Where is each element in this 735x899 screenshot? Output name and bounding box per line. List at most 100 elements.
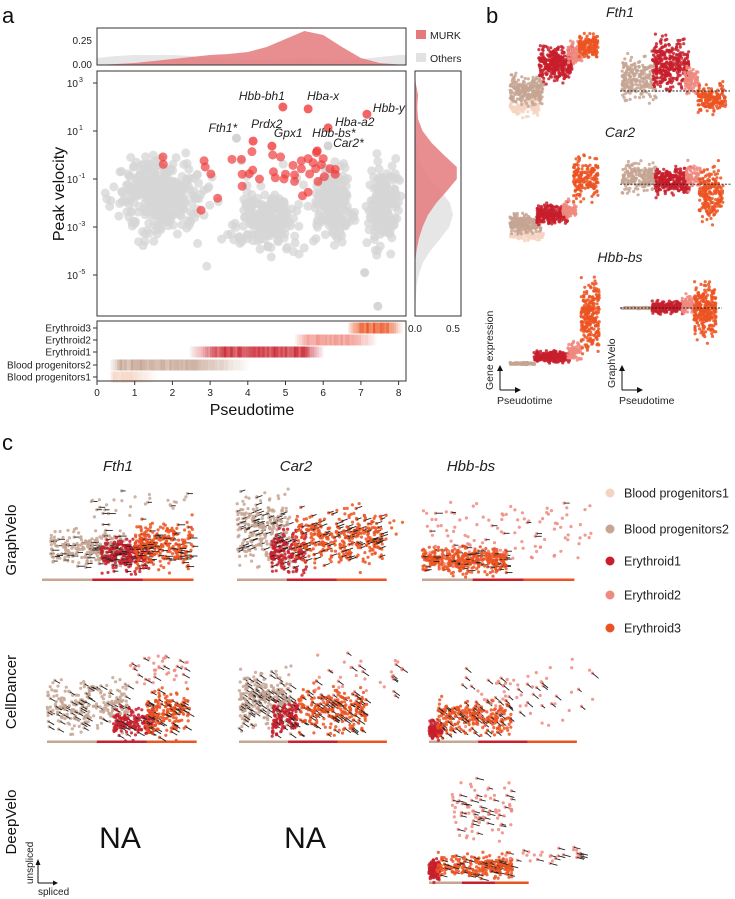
cell-point (531, 79, 535, 83)
cell-point (574, 193, 578, 197)
cell-point (578, 34, 582, 39)
cell-point (565, 216, 569, 220)
others-point (148, 150, 158, 160)
cell-point (626, 51, 630, 56)
heatmap-cell (146, 371, 150, 383)
heatmap-cell (126, 359, 129, 371)
cell-point (683, 87, 687, 91)
cell-point (541, 52, 545, 56)
gene-title-fth1: Fth1 (606, 4, 634, 20)
cell-point (685, 56, 689, 61)
others-point (181, 148, 191, 158)
cell-point (677, 82, 681, 86)
heatmap-cell (336, 334, 339, 346)
cell-point (627, 180, 631, 184)
cell-point (562, 209, 566, 214)
cell-point (568, 39, 573, 43)
cell-point (510, 219, 514, 223)
gene-label: Hbb-bh1 (239, 89, 285, 103)
cell-point (512, 81, 516, 85)
others-point (294, 221, 304, 231)
heatmap-cell (359, 322, 362, 334)
heatmap-cell (273, 346, 276, 358)
cell-point (572, 166, 577, 170)
heatmap-cell (393, 322, 396, 334)
heatmap-cell (214, 346, 218, 358)
cell-point (655, 174, 659, 178)
cell-point (634, 170, 638, 174)
cell-point (537, 89, 541, 94)
y-tick-exponent: -3 (79, 221, 85, 228)
heatmap-cell (207, 346, 211, 358)
others-point (137, 160, 147, 170)
cell-point (549, 75, 554, 79)
cell-point (579, 189, 583, 193)
others-point (386, 249, 396, 259)
cell-point (683, 70, 687, 74)
others-point (362, 238, 372, 248)
others-point (366, 214, 376, 224)
others-point (149, 165, 159, 175)
cell-point (702, 87, 706, 91)
heatmap-cell (246, 346, 249, 358)
others-point (294, 199, 304, 209)
cell-point (689, 78, 694, 82)
cell-point (649, 64, 653, 68)
heatmap-cell (223, 346, 227, 358)
cell-point (641, 95, 646, 99)
cell-point (704, 202, 708, 206)
cell-point (651, 98, 655, 102)
cell-point (593, 191, 597, 195)
cell-point (668, 79, 672, 83)
murk-point (276, 152, 286, 162)
murk-point (305, 169, 315, 179)
cell-point (628, 97, 632, 101)
heatmap-cell (316, 346, 319, 358)
cell-point (686, 158, 690, 162)
heatmap-cell (216, 346, 220, 358)
heatmap-cell (309, 346, 313, 358)
cell-point (518, 82, 522, 86)
main-plot-frame (96, 70, 407, 317)
heatmap-cell (196, 346, 199, 358)
y-tick-label: 10 (67, 127, 79, 138)
cell-point (691, 75, 696, 79)
heatmap-frame (96, 320, 407, 382)
cell-point (714, 198, 718, 202)
cell-point (702, 168, 706, 172)
cell-point (689, 85, 693, 90)
cell-point (543, 351, 547, 355)
cell-point (533, 102, 537, 106)
cell-point (625, 191, 630, 195)
others-point (139, 174, 149, 184)
others-point (168, 166, 178, 176)
gene-point-Hba-x (303, 104, 313, 114)
cell-point (715, 106, 720, 110)
others-point (261, 224, 271, 234)
cell-point (721, 184, 725, 188)
heatmap-cell (225, 346, 229, 358)
heatmap-cell (198, 359, 202, 371)
cell-point (508, 88, 512, 92)
cell-point (566, 70, 570, 74)
cell-point (627, 67, 631, 71)
cell-point (526, 77, 530, 81)
cell-point (664, 33, 668, 37)
heatmap-cell (351, 334, 355, 346)
cell-point (555, 204, 559, 208)
heatmap-cell (268, 346, 272, 358)
cell-point (552, 70, 556, 74)
cell-point (591, 177, 596, 181)
heatmap-cell (326, 334, 330, 346)
others-point (238, 221, 248, 231)
cell-point (655, 49, 659, 53)
cell-point (535, 349, 539, 353)
others-point (331, 231, 341, 241)
cell-point (511, 77, 515, 81)
heatmap-cell (110, 371, 113, 383)
heatmap-cell (350, 322, 353, 334)
cell-point (536, 355, 540, 359)
cell-point (719, 194, 723, 198)
cell-point (513, 74, 517, 78)
x-tick-label: 6 (320, 388, 326, 399)
